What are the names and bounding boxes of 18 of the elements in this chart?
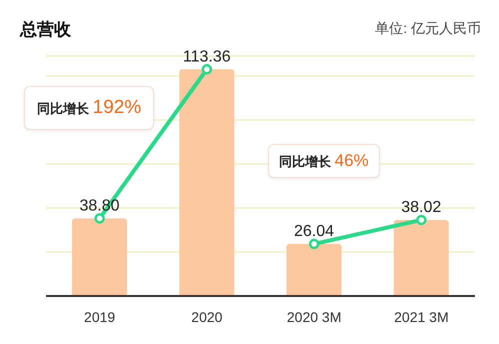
data-label: 38.02 [401, 198, 442, 216]
data-label: 113.36 [182, 48, 231, 66]
x-tick-label: 2020 [191, 308, 223, 325]
bar [72, 218, 127, 296]
bar [286, 244, 342, 296]
x-tick-label: 2019 [84, 308, 116, 325]
point [308, 238, 320, 250]
data-label: 26.04 [294, 222, 334, 240]
point [202, 64, 212, 75]
chart-title: 总营收 [20, 19, 71, 41]
bar [394, 220, 449, 296]
x-tick-label: 2021 3M [394, 308, 449, 325]
point [94, 213, 105, 224]
annotation: 同比增长 192% [37, 97, 142, 118]
point [416, 214, 427, 226]
x-tick-label: 2020 3M [286, 308, 342, 325]
chart-subtitle: 单位: 亿元人民币 [375, 20, 481, 38]
annotation: 同比增长 46% [279, 151, 369, 170]
